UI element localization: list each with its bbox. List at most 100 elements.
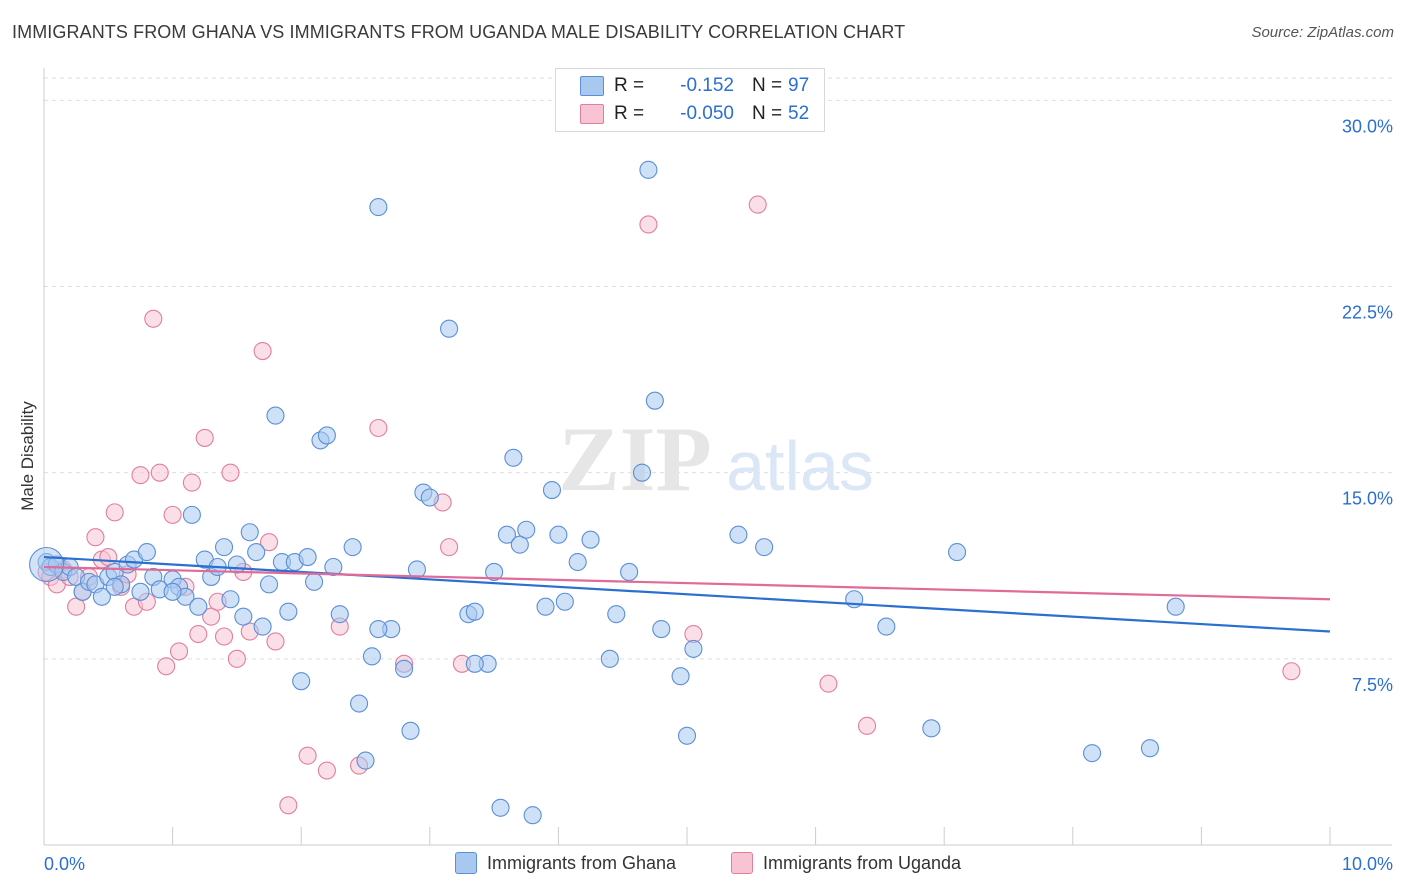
- uganda-point: [150, 463, 169, 482]
- uganda-point: [182, 473, 201, 492]
- ghana-trend-line: [43, 555, 1331, 633]
- ghana-point: [137, 543, 156, 562]
- series-legend-ghana[interactable]: Immigrants from Ghana: [455, 852, 676, 874]
- series-swatch-ghana: [455, 852, 477, 874]
- legend-n-value: 52: [788, 103, 810, 124]
- ghana-point: [247, 543, 266, 562]
- ghana-point: [1083, 744, 1102, 763]
- uganda-point: [195, 428, 214, 447]
- ghana-cluster-point: [29, 546, 65, 583]
- uganda-point: [266, 632, 285, 651]
- y-tick-label: 15.0%: [1342, 489, 1393, 509]
- ghana-point: [305, 572, 324, 591]
- source-label: Source: ZipAtlas.com: [1251, 24, 1394, 41]
- uganda-point: [105, 503, 124, 522]
- ghana-point: [922, 719, 941, 738]
- uganda-point: [157, 657, 176, 676]
- uganda-point: [1282, 662, 1301, 681]
- ghana-point: [517, 520, 536, 539]
- ghana-point: [234, 607, 253, 626]
- ghana-point: [948, 543, 967, 562]
- ghana-point: [755, 538, 774, 557]
- trend-lines: [43, 555, 1331, 633]
- uganda-point: [163, 505, 182, 524]
- ghana-point: [671, 667, 690, 686]
- chart-title: IMMIGRANTS FROM GHANA VS IMMIGRANTS FROM…: [12, 22, 906, 42]
- uganda-point: [169, 642, 189, 661]
- ghana-point: [684, 639, 703, 658]
- uganda-point: [86, 528, 105, 547]
- watermark: ZIP atlas: [558, 408, 874, 510]
- ghana-point: [369, 198, 388, 217]
- ghana-point: [214, 538, 234, 557]
- series-legend-uganda[interactable]: Immigrants from Uganda: [731, 852, 961, 874]
- legend-swatch-ghana: [580, 76, 604, 96]
- uganda-point: [227, 649, 246, 668]
- tick-labels: 7.5% 15.0% 22.5% 30.0% 0.0% 10.0%: [44, 116, 1393, 874]
- ghana-point: [298, 548, 317, 567]
- uganda-point: [144, 309, 163, 328]
- ghana-point: [581, 530, 600, 549]
- ghana-point: [549, 525, 568, 544]
- ghana-point: [105, 577, 124, 596]
- ghana-point: [189, 597, 208, 616]
- data-points: [29, 160, 1301, 825]
- ghana-point: [350, 694, 369, 713]
- uganda-trend-line: [43, 565, 1331, 601]
- ghana-point: [163, 582, 182, 601]
- series-label-uganda: Immigrants from Uganda: [763, 852, 962, 873]
- legend-r-value: -0.152: [680, 75, 734, 96]
- ghana-point: [182, 505, 201, 524]
- uganda-point: [748, 195, 767, 214]
- legend-n-label: N =: [752, 103, 783, 124]
- ghana-point: [536, 597, 555, 616]
- ghana-point: [877, 617, 896, 636]
- ghana-point: [491, 798, 510, 817]
- ghana-point: [356, 751, 375, 770]
- legend-n-label: N =: [752, 75, 783, 96]
- series-legend: Immigrants from Ghana Immigrants from Ug…: [0, 852, 1406, 876]
- legend-r-label: R =: [614, 103, 645, 124]
- legend-row-uganda: R = -0.050 N = 52: [556, 101, 809, 127]
- uganda-point: [131, 466, 150, 485]
- ghana-point: [330, 605, 349, 624]
- legend-r-value: -0.050: [680, 103, 734, 124]
- ghana-point: [395, 659, 414, 678]
- ghana-point: [92, 587, 111, 606]
- ghana-point: [600, 649, 619, 668]
- ghana-point: [440, 319, 459, 338]
- x-tick-label: 0.0%: [44, 854, 85, 874]
- ghana-point: [607, 605, 626, 624]
- uganda-point: [253, 341, 272, 361]
- ghana-point: [465, 602, 484, 621]
- ghana-point: [362, 647, 381, 666]
- watermark-zip: ZIP: [558, 408, 711, 510]
- ghana-point: [369, 619, 388, 639]
- ghana-point: [555, 592, 574, 611]
- ghana-point: [420, 488, 439, 507]
- ghana-point: [645, 391, 664, 410]
- y-tick-label: 22.5%: [1342, 303, 1393, 323]
- legend-row-ghana: R = -0.152 N = 97: [556, 73, 809, 99]
- ghana-point: [279, 602, 298, 621]
- ghana-point: [292, 672, 311, 691]
- uganda-point: [369, 418, 388, 438]
- ghana-point: [227, 555, 246, 574]
- ghana-point: [401, 721, 420, 740]
- legend-swatch-uganda: [580, 104, 604, 124]
- uganda-point: [259, 533, 279, 552]
- correlation-legend: R = -0.152 N = 97 R = -0.050 N = 52: [555, 68, 825, 132]
- uganda-point: [819, 674, 838, 693]
- uganda-point: [67, 597, 86, 616]
- uganda-point: [202, 607, 221, 626]
- ghana-point: [221, 590, 240, 609]
- uganda-point: [639, 215, 658, 234]
- ghana-point: [620, 562, 639, 582]
- ghana-point: [465, 654, 484, 673]
- series-label-ghana: Immigrants from Ghana: [487, 852, 677, 873]
- ghana-point: [677, 726, 697, 745]
- ghana-point: [1166, 597, 1185, 616]
- ghana-point: [542, 480, 562, 500]
- watermark-atlas: atlas: [726, 427, 874, 505]
